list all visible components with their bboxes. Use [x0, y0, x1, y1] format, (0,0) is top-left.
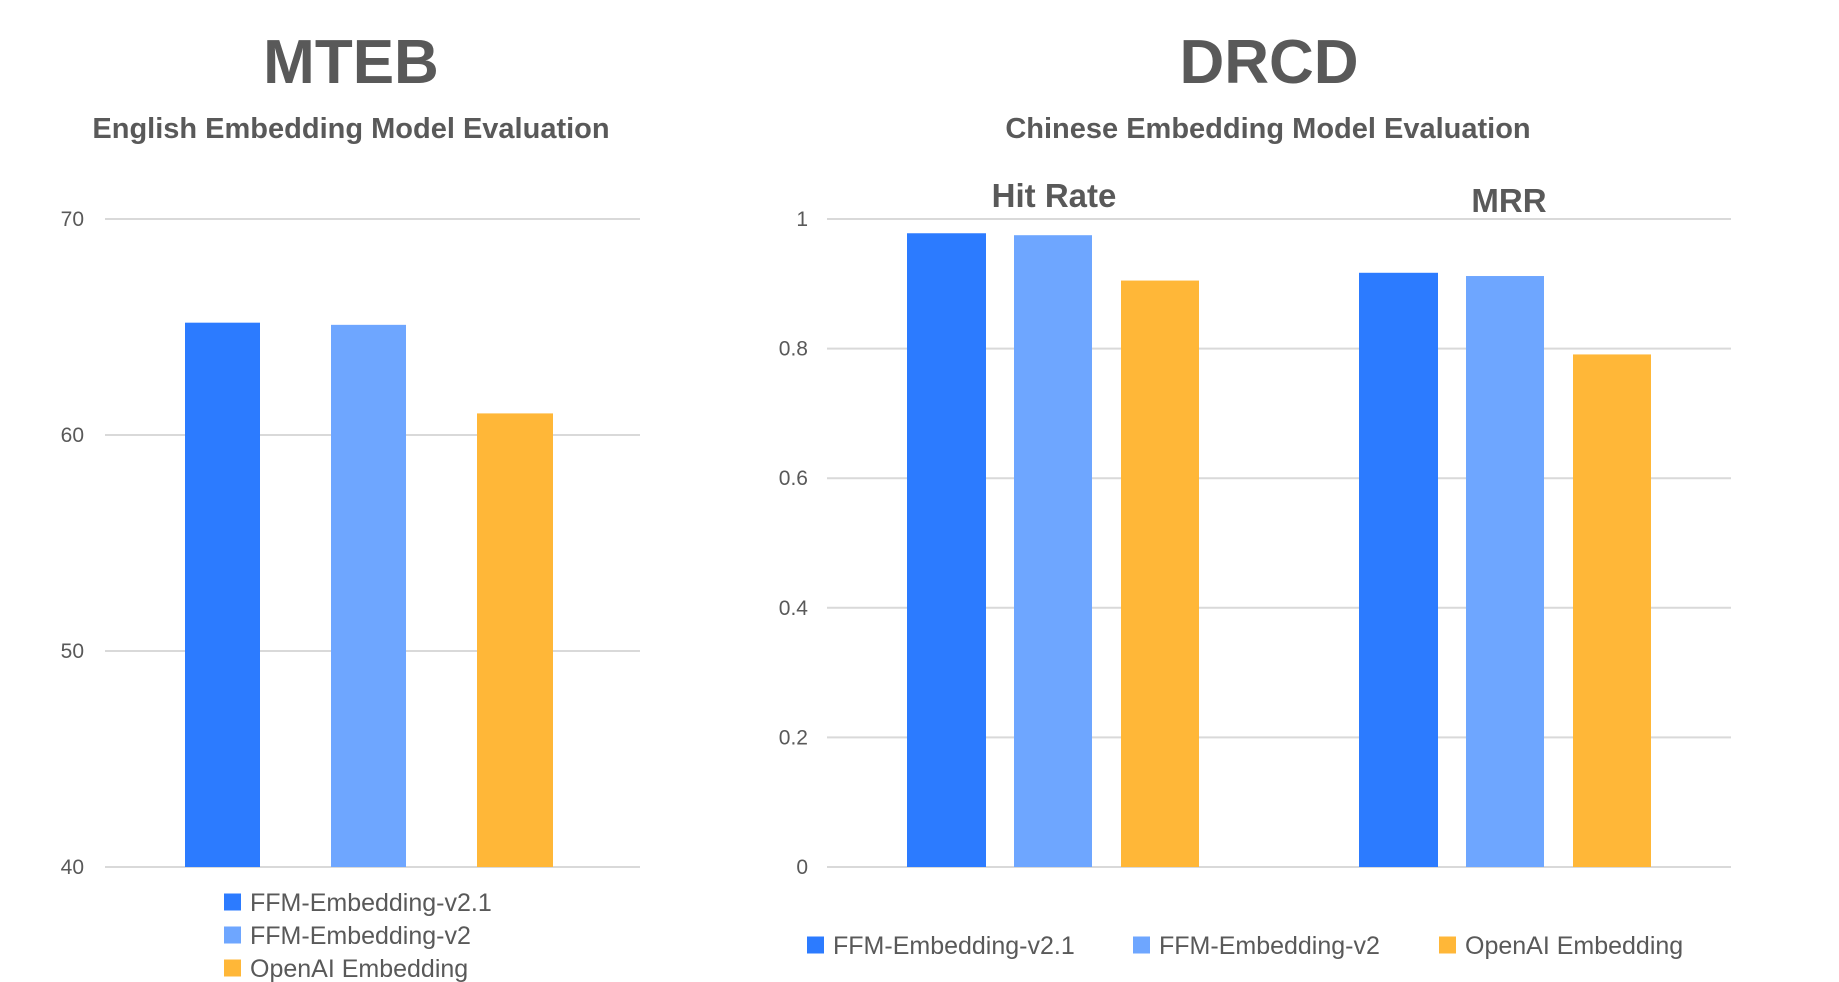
legend-item-openai-embedding: OpenAI Embedding [1439, 932, 1683, 960]
y-tick-label: 0.8 [779, 338, 808, 361]
y-tick-label: 0 [796, 856, 808, 879]
y-tick-label: 1 [796, 208, 808, 231]
bar-ffm-embedding-v2-1-mrr [1359, 272, 1438, 867]
bar-openai-embedding-hit-rate [1121, 280, 1199, 867]
legend-swatch [224, 926, 241, 944]
mteb-subtitle: English Embedding Model Evaluation [92, 113, 609, 145]
y-tick-label: 0.6 [779, 467, 808, 490]
category-label-hit-rate: Hit Rate [992, 177, 1117, 214]
category-label-mrr: MRR [1471, 182, 1546, 219]
legend-swatch [1133, 936, 1150, 954]
bar-ffm-embedding-v2-hit-rate [1014, 235, 1092, 867]
drcd-bars [907, 233, 1651, 868]
y-tick-label: 40 [61, 856, 84, 879]
legend-swatch [224, 959, 241, 977]
mteb-chart: MTEB English Embedding Model Evaluation … [61, 28, 640, 982]
legend-swatch [1439, 936, 1456, 954]
y-tick-label: 60 [61, 424, 84, 447]
legend-item-ffm-embedding-v2: FFM-Embedding-v2 [224, 922, 471, 950]
bar-openai-embedding [477, 413, 553, 867]
drcd-y-axis: 0 0.2 0.4 0.6 0.8 1 [779, 208, 809, 879]
bar-openai-embedding-mrr [1573, 354, 1651, 867]
bar-ffm-embedding-v2-mrr [1466, 276, 1544, 867]
drcd-subtitle: Chinese Embedding Model Evaluation [1005, 113, 1530, 145]
mteb-bars [185, 322, 553, 868]
drcd-title: DRCD [1179, 28, 1358, 97]
legend-label: OpenAI Embedding [250, 955, 468, 982]
y-tick-label: 0.2 [779, 726, 808, 749]
drcd-legend: FFM-Embedding-v2.1 FFM-Embedding-v2 OpenAI… [807, 932, 1683, 960]
bar-ffm-embedding-v2-1-hit-rate [907, 233, 986, 868]
drcd-category-labels: Hit Rate MRR [992, 177, 1547, 219]
legend-label: OpenAI Embedding [1465, 932, 1683, 960]
legend-swatch [807, 936, 824, 954]
mteb-legend: FFM-Embedding-v2.1 FFM-Embedding-v2 OpenAI… [224, 889, 492, 982]
legend-label: FFM-Embedding-v2.1 [833, 932, 1075, 960]
drcd-chart: DRCD Chinese Embedding Model Evaluation … [779, 28, 1731, 960]
mteb-y-axis: 40 50 60 70 [61, 208, 84, 879]
mteb-title: MTEB [263, 28, 439, 97]
legend-swatch [224, 893, 241, 911]
y-tick-label: 50 [61, 640, 84, 663]
y-tick-label: 70 [61, 208, 84, 231]
legend-label: FFM-Embedding-v2 [250, 922, 471, 950]
legend-item-ffm-embedding-v2: FFM-Embedding-v2 [1133, 932, 1380, 960]
y-tick-label: 0.4 [779, 597, 809, 620]
legend-item-ffm-embedding-v2-1: FFM-Embedding-v2.1 [807, 932, 1075, 960]
bar-ffm-embedding-v2 [331, 324, 406, 868]
legend-label: FFM-Embedding-v2.1 [250, 889, 492, 917]
bar-ffm-embedding-v2-1 [185, 322, 260, 867]
legend-item-openai-embedding: OpenAI Embedding [224, 955, 468, 982]
legend-label: FFM-Embedding-v2 [1159, 932, 1380, 960]
legend-item-ffm-embedding-v2-1: FFM-Embedding-v2.1 [224, 889, 492, 917]
